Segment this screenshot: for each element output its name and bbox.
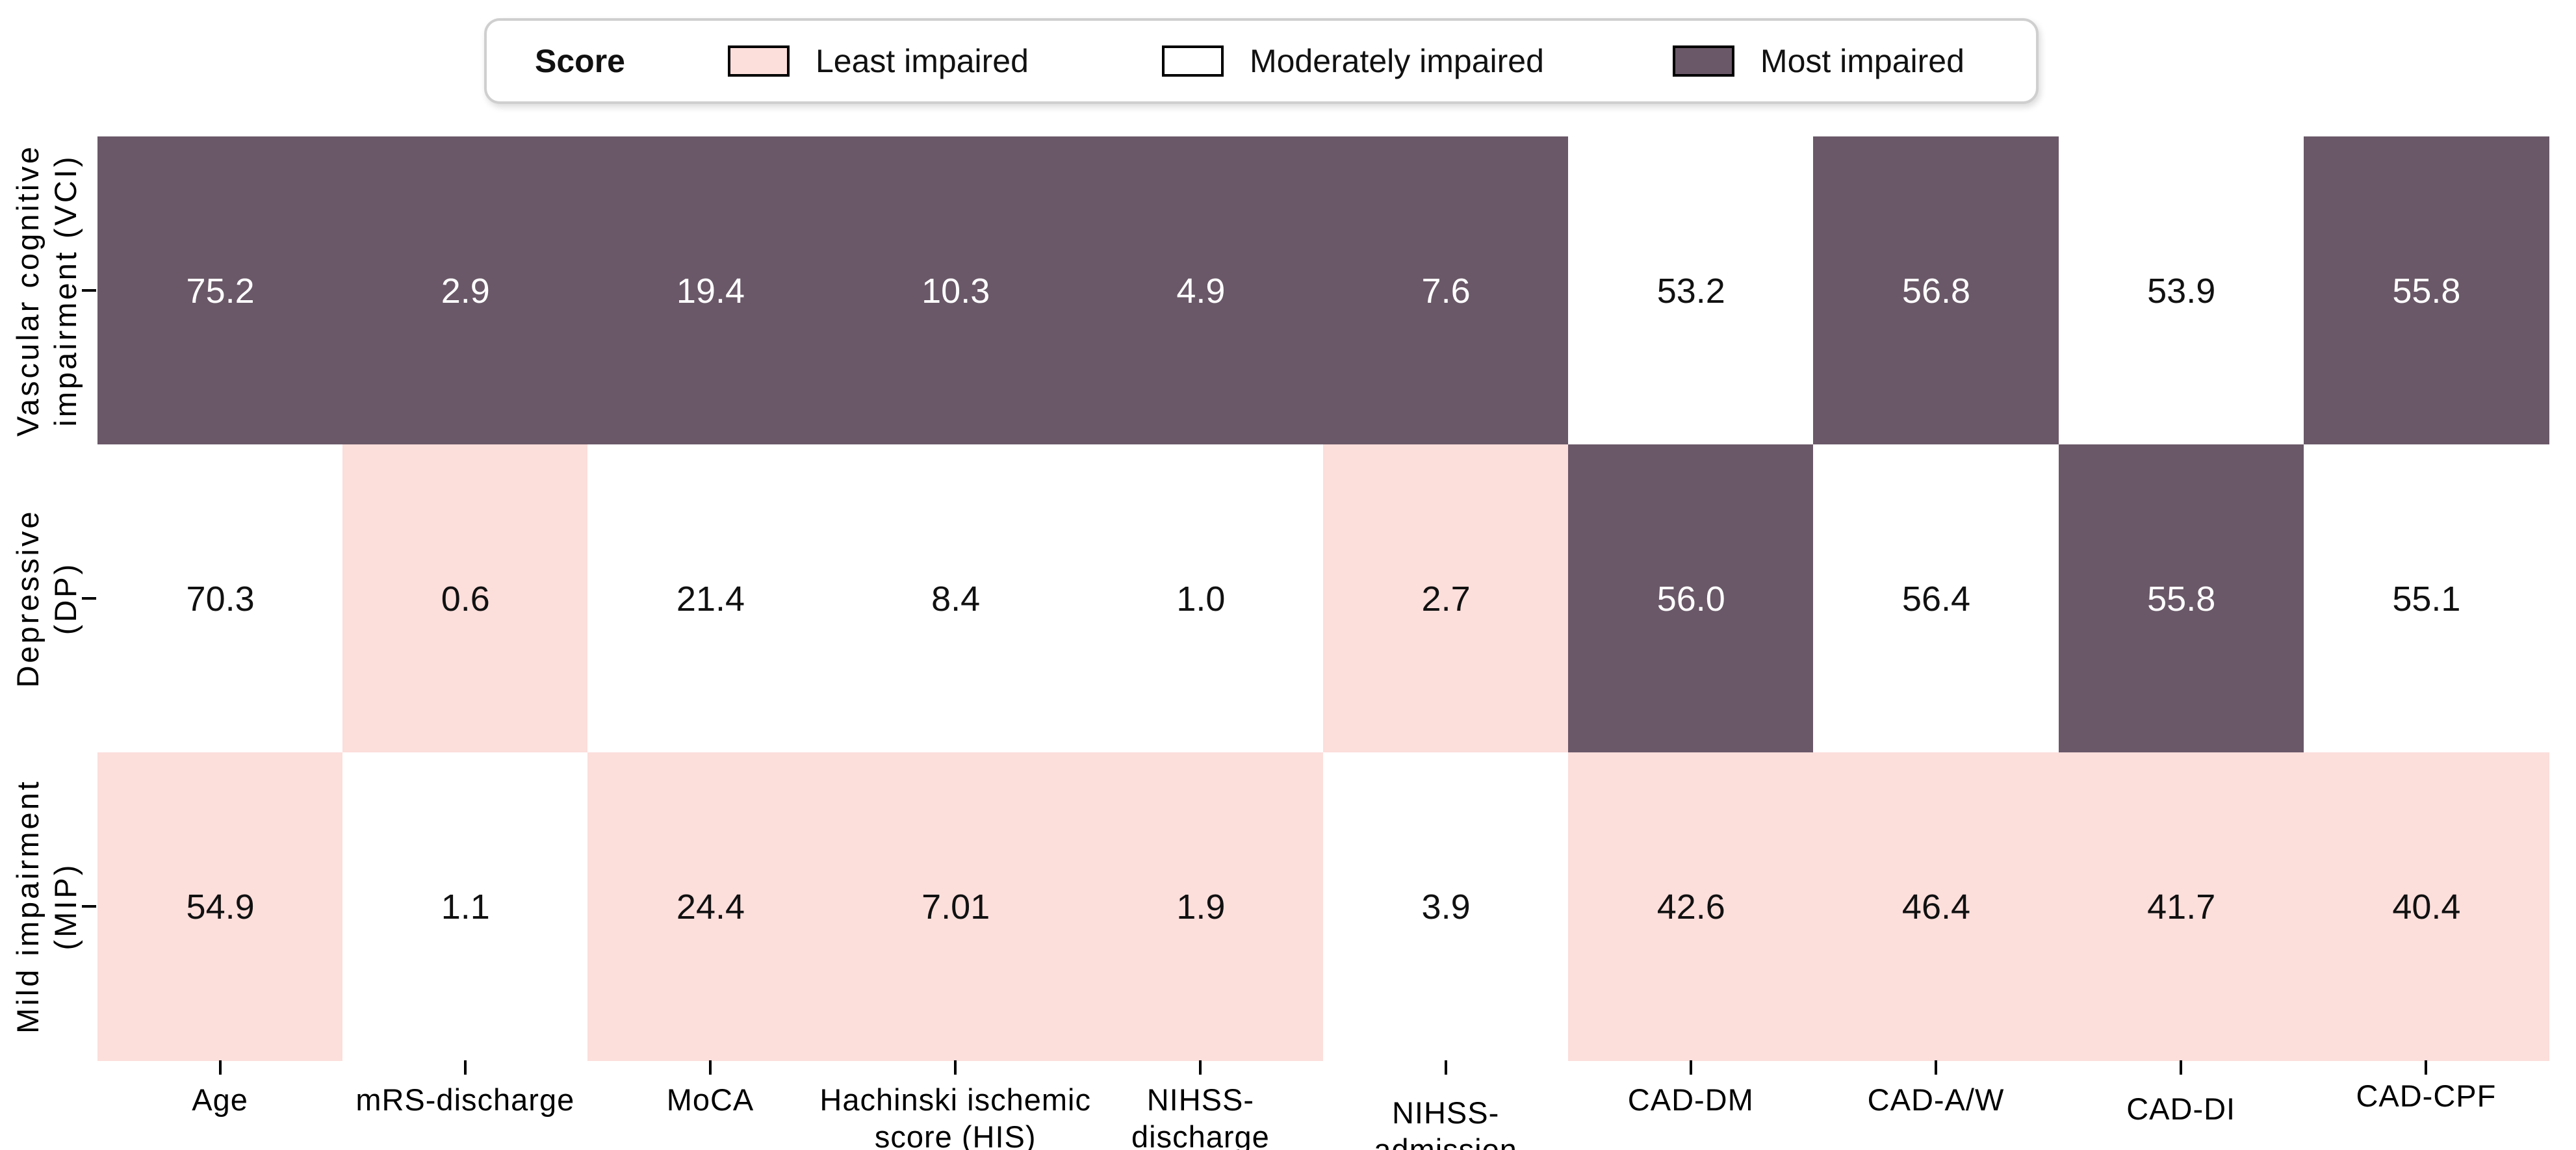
cell-value: 46.4 [1901,887,1971,926]
x-tick-label: MoCA [666,1082,754,1117]
heatmap-cell: 4.9 [1077,136,1324,445]
heatmap-cell: 55.8 [2058,444,2304,753]
x-tick-label: Hachinski ischemic score (HIS) [819,1082,1091,1150]
heatmap-cell: 1.0 [1077,444,1324,753]
cell-value: 42.6 [1656,887,1725,926]
heatmap-cell: 10.3 [832,136,1079,445]
cell-value: 1.9 [1176,887,1226,926]
legend-swatch-most [1672,45,1734,77]
x-tick [709,1060,712,1075]
heatmap-cell: 2.7 [1323,444,1569,753]
cell-value: 1.1 [441,887,490,926]
heatmap-cell: 8.4 [832,444,1079,753]
heatmap-cell: 53.9 [2058,136,2304,445]
heatmap-cell: 42.6 [1568,752,1814,1061]
legend-label: Moderately impaired [1249,43,1544,79]
cell-value: 2.9 [441,271,490,311]
heatmap-cell: 40.4 [2303,752,2549,1061]
heatmap-cell: 56.4 [1813,444,2059,753]
cell-value: 53.2 [1656,271,1725,311]
heatmap-cell: 3.9 [1323,752,1569,1061]
cell-value: 1.0 [1176,579,1226,619]
cell-value: 55.8 [2147,579,2216,619]
x-tick-label: CAD-DM [1627,1082,1754,1117]
x-tick-label: Age [192,1082,248,1117]
cell-value: 7.6 [1421,271,1471,311]
heatmap-cell: 55.8 [2303,136,2549,445]
x-tick-label: NIHSS-admission [1374,1095,1517,1150]
heatmap-plot: 75.2 2.9 19.4 10.3 4.9 7.6 53.2 56.8 53.9 55.8 70.… [97,136,2549,1061]
cell-value: 70.3 [186,579,255,619]
x-tick [1689,1060,1692,1075]
cell-value: 40.4 [2392,887,2461,926]
cell-value: 10.3 [921,271,990,311]
x-tick [1199,1060,1202,1075]
legend-label: Most impaired [1760,43,1964,79]
cell-value: 54.9 [186,887,255,926]
y-tick-label: Mild impairment (MIP) [10,779,83,1034]
cell-value: 75.2 [186,271,255,311]
x-tick [2425,1060,2428,1075]
heatmap-cell: 56.8 [1813,136,2059,445]
legend-swatch-moderate [1161,45,1224,77]
x-tick-label: CAD-A/W [1867,1082,2005,1117]
legend-item-most: Most impaired [1672,42,1964,80]
heatmap-cell: 1.9 [1077,752,1324,1061]
x-tick [463,1060,467,1075]
cell-value: 19.4 [676,271,745,311]
heatmap-cell: 7.01 [832,752,1079,1061]
legend-swatch-least [727,45,790,77]
cell-value: 8.4 [931,579,981,619]
x-tick-label: CAD-CPF [2356,1079,2497,1113]
cell-value: 56.8 [1901,271,1971,311]
heatmap-cell: 54.9 [97,752,344,1061]
y-tick [82,289,96,292]
y-tick [82,597,96,600]
heatmap-cell: 75.2 [97,136,344,445]
x-tick [954,1060,957,1075]
x-tick-label: mRS-discharge [355,1082,575,1117]
heatmap-cell: 0.6 [342,444,589,753]
cell-value: 24.4 [676,887,745,926]
legend: Score Least impaired Moderately impaired M… [484,18,2039,104]
cell-value: 7.01 [921,887,990,926]
legend-label: Least impaired [815,43,1029,79]
x-tick [2180,1060,2183,1075]
cell-value: 21.4 [676,579,745,619]
x-tick [1444,1060,1447,1075]
cell-value: 4.9 [1176,271,1226,311]
heatmap-cell: 2.9 [342,136,589,445]
legend-item-moderate: Moderately impaired [1161,42,1544,80]
legend-item-least: Least impaired [727,42,1029,80]
legend-title: Score [535,43,625,79]
heatmap-cell: 46.4 [1813,752,2059,1061]
x-tick-label: NIHSS-discharge [1131,1082,1270,1150]
heatmap-cell: 21.4 [587,444,834,753]
cell-value: 56.0 [1656,579,1725,619]
x-tick [1935,1060,1937,1075]
heatmap-cell: 1.1 [342,752,589,1061]
cell-value: 3.9 [1421,887,1471,926]
cell-value: 53.9 [2147,271,2216,311]
legend-items: Least impaired Moderately impaired Most im… [727,42,1964,80]
cell-value: 41.7 [2147,887,2216,926]
heatmap-cell: 56.0 [1568,444,1814,753]
cell-value: 2.7 [1421,579,1471,619]
x-tick-label: CAD-DI [2126,1092,2236,1126]
heatmap-cell: 55.1 [2303,444,2549,753]
cell-value: 0.6 [441,579,490,619]
heatmap-cell: 41.7 [2058,752,2304,1061]
heatmap-cell: 24.4 [587,752,834,1061]
cell-value: 55.8 [2392,271,2461,311]
y-tick [82,905,96,908]
heatmap-cell: 19.4 [587,136,834,445]
heatmap-cell: 7.6 [1323,136,1569,445]
heatmap-cell: 70.3 [97,444,344,753]
cell-value: 55.1 [2392,579,2461,619]
heatmap-cell: 53.2 [1568,136,1814,445]
x-tick [218,1060,222,1075]
cell-value: 56.4 [1901,579,1971,619]
